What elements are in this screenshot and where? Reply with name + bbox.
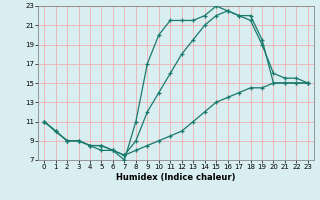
X-axis label: Humidex (Indice chaleur): Humidex (Indice chaleur) [116,173,236,182]
